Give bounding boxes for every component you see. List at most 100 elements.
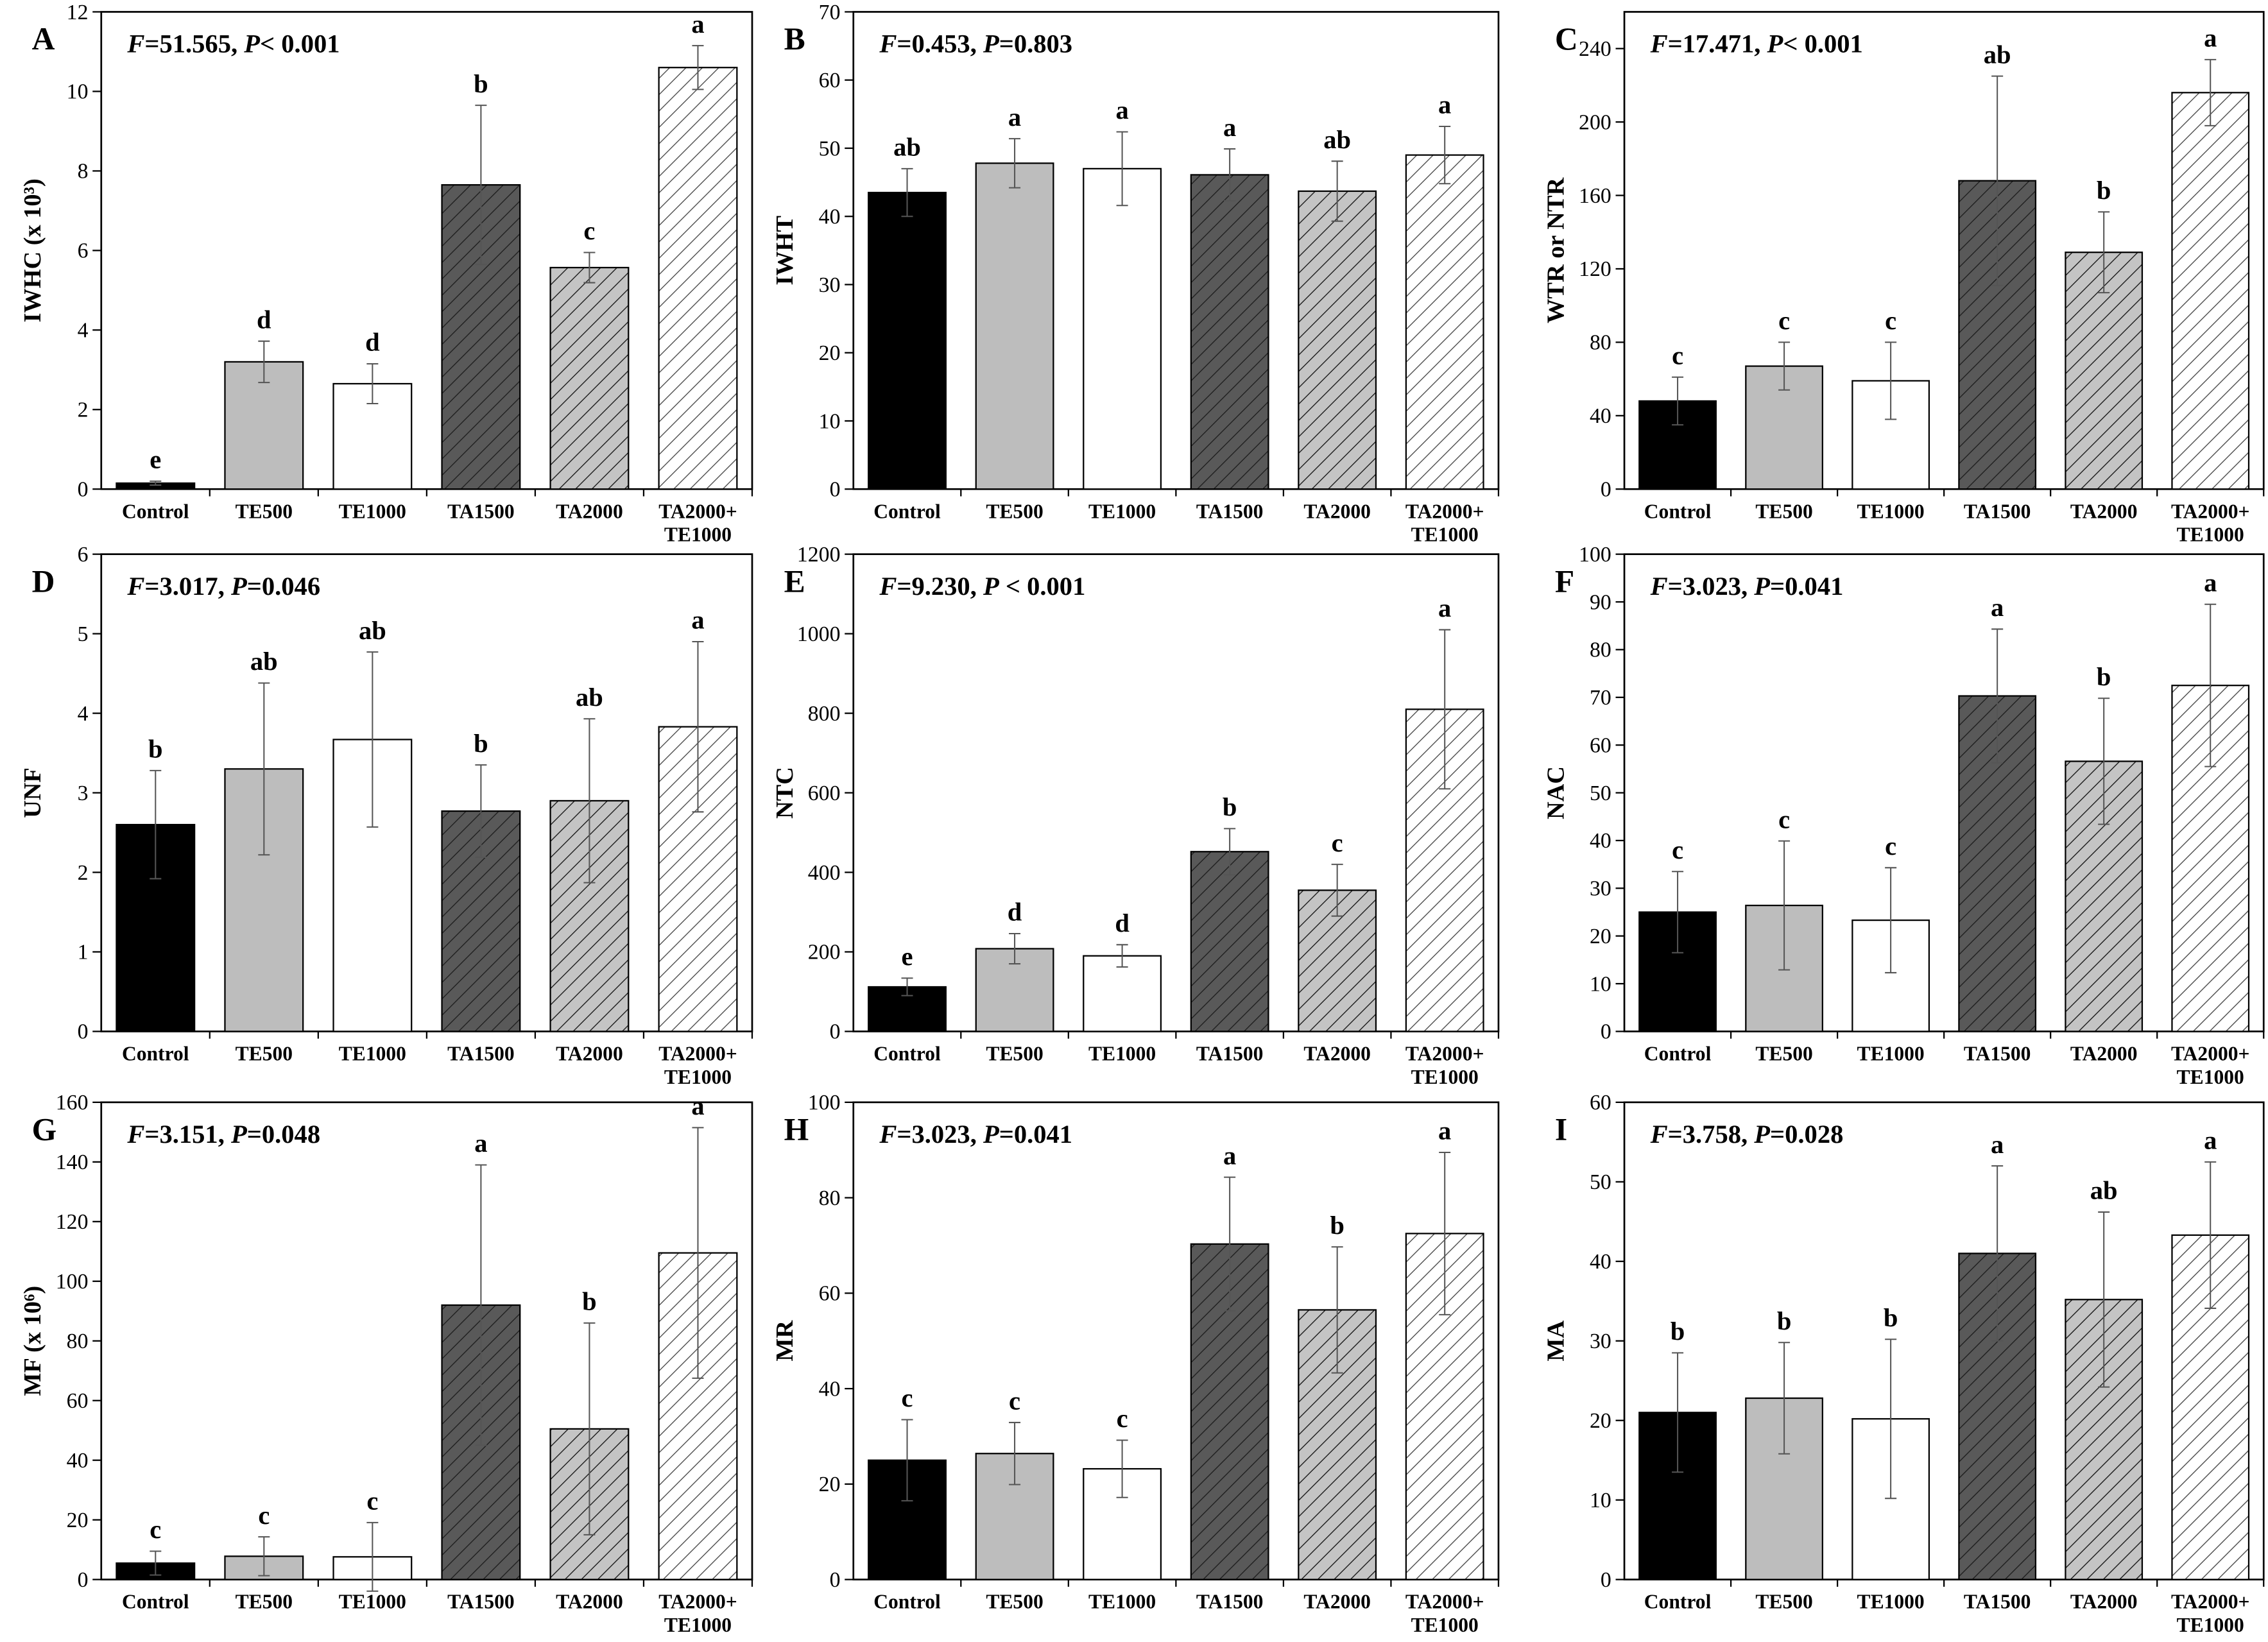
x-tick-label: TE1000: [1857, 500, 1925, 522]
y-tick-label: 1000: [797, 622, 841, 646]
y-tick-label: 80: [1590, 638, 1611, 662]
y-tick-label: 0: [78, 1020, 89, 1044]
significance-label: b: [1777, 1306, 1792, 1335]
error-bar: [1991, 628, 2004, 764]
significance-label: e: [902, 942, 913, 971]
error-bar: [1991, 1165, 2004, 1342]
stat-part: P: [1753, 1120, 1771, 1149]
significance-label: b: [474, 69, 488, 98]
stat-part: =51.565,: [144, 30, 244, 58]
y-tick-label: 20: [819, 341, 841, 365]
significance-label: d: [1008, 898, 1022, 927]
error-bar: [1116, 944, 1128, 968]
significance-label: a: [2204, 1126, 2217, 1155]
y-tick-label: 3: [78, 782, 89, 805]
x-tick-label: TA2000: [2070, 1591, 2138, 1613]
stat-part: P: [1767, 30, 1784, 58]
y-tick-label: 160: [56, 1091, 89, 1115]
x-tick-label: TA2000: [1303, 1043, 1371, 1065]
y-tick-label: 40: [67, 1449, 89, 1473]
stat-text: F=17.471, P< 0.001: [1650, 30, 1863, 58]
bar: [1190, 174, 1269, 490]
stat-part: =9.230,: [897, 572, 983, 601]
panel-letter: A: [32, 21, 55, 56]
y-tick-label: 1: [78, 941, 89, 964]
x-tick-label: Control: [122, 1043, 189, 1065]
significance-label: a: [2204, 568, 2217, 597]
y-tick-label: 10: [819, 409, 841, 433]
error-bar: [583, 718, 596, 884]
stat-part: F: [1650, 1120, 1668, 1149]
error-bar: [1885, 1338, 1897, 1500]
panel-letter: E: [784, 563, 805, 599]
y-axis-label: NAC: [1542, 766, 1569, 819]
error-bar: [1672, 871, 1684, 954]
x-tick-label: TA1500: [447, 1591, 515, 1613]
x-tick-label: TA2000: [556, 1591, 623, 1613]
error-bar: [2098, 211, 2110, 294]
y-tick-label: 60: [67, 1389, 89, 1413]
stat-part: =0.803: [999, 30, 1072, 58]
significance-label: a: [1115, 96, 1128, 124]
panel: 0 10 20 30 40 50 60 I F=3.758, P=0.028 MA b Control…: [1542, 1091, 2265, 1636]
significance-label: a: [691, 10, 704, 38]
error-bar: [475, 105, 487, 266]
error-bar: [258, 1536, 270, 1577]
significance-label: b: [474, 729, 488, 758]
significance-label: a: [691, 606, 704, 635]
significance-label: d: [1115, 909, 1130, 937]
plot-frame: [100, 1101, 753, 1580]
y-tick-label: 5: [78, 622, 89, 646]
error-bar: [1885, 341, 1897, 420]
stat-part: P: [983, 1120, 1000, 1149]
panel-letter: F: [1555, 563, 1574, 599]
y-tick-label: 70: [819, 1, 841, 24]
significance-label: c: [1778, 306, 1790, 335]
y-axis-label: IWHC (x 10³): [19, 178, 46, 322]
y-tick-label: 20: [1590, 1409, 1611, 1433]
y-tick-label: 60: [1590, 733, 1611, 757]
x-tick-label: TE500: [986, 500, 1043, 522]
stat-part: =17.471,: [1668, 30, 1767, 58]
significance-label: c: [150, 1515, 161, 1544]
stat-part: =3.017,: [144, 572, 231, 601]
y-tick-label: 80: [67, 1330, 89, 1353]
x-tick-label: TE500: [1755, 1043, 1812, 1065]
y-tick-label: 80: [819, 1186, 841, 1210]
significance-label: b: [2097, 176, 2111, 205]
y-tick-label: 200: [1579, 110, 1611, 134]
y-tick-label: 800: [808, 702, 841, 726]
error-bar: [258, 682, 270, 856]
y-tick-label: 60: [1590, 1091, 1611, 1115]
y-tick-label: 4: [78, 319, 89, 343]
x-tick-label: Control: [873, 1591, 941, 1613]
stat-part: =0.028: [1770, 1120, 1843, 1149]
x-tick-label: TE1000: [1088, 1591, 1156, 1613]
significance-label: a: [1991, 1130, 2004, 1159]
bar: [549, 266, 630, 490]
y-tick-label: 120: [56, 1210, 89, 1234]
error-bar: [692, 1127, 704, 1379]
y-tick-label: 140: [56, 1150, 89, 1174]
stat-part: =0.041: [1770, 572, 1843, 601]
significance-label: b: [2097, 662, 2111, 691]
y-tick-label: 0: [1601, 1020, 1611, 1044]
y-tick-label: 30: [819, 273, 841, 297]
error-bar: [366, 363, 379, 405]
x-tick-label: TA1500: [1196, 1043, 1264, 1065]
significance-label: b: [1223, 792, 1237, 821]
significance-label: c: [1672, 341, 1683, 370]
significance-label: b: [148, 735, 163, 764]
x-tick-label: Control: [873, 500, 941, 522]
significance-label: ab: [2090, 1176, 2118, 1205]
bar: [1083, 955, 1162, 1032]
y-tick-label: 0: [78, 478, 89, 502]
significance-label: c: [583, 216, 595, 245]
significance-label: a: [1223, 1141, 1236, 1170]
significance-label: ab: [893, 133, 921, 162]
error-bar: [366, 651, 379, 828]
error-bar: [150, 769, 162, 880]
stat-part: P: [983, 30, 1000, 58]
significance-label: b: [1330, 1211, 1344, 1240]
panel: 0 2 4 6 8 10 12 A F=51.565, P< 0.001 IWHC (x 10³)…: [19, 1, 753, 546]
